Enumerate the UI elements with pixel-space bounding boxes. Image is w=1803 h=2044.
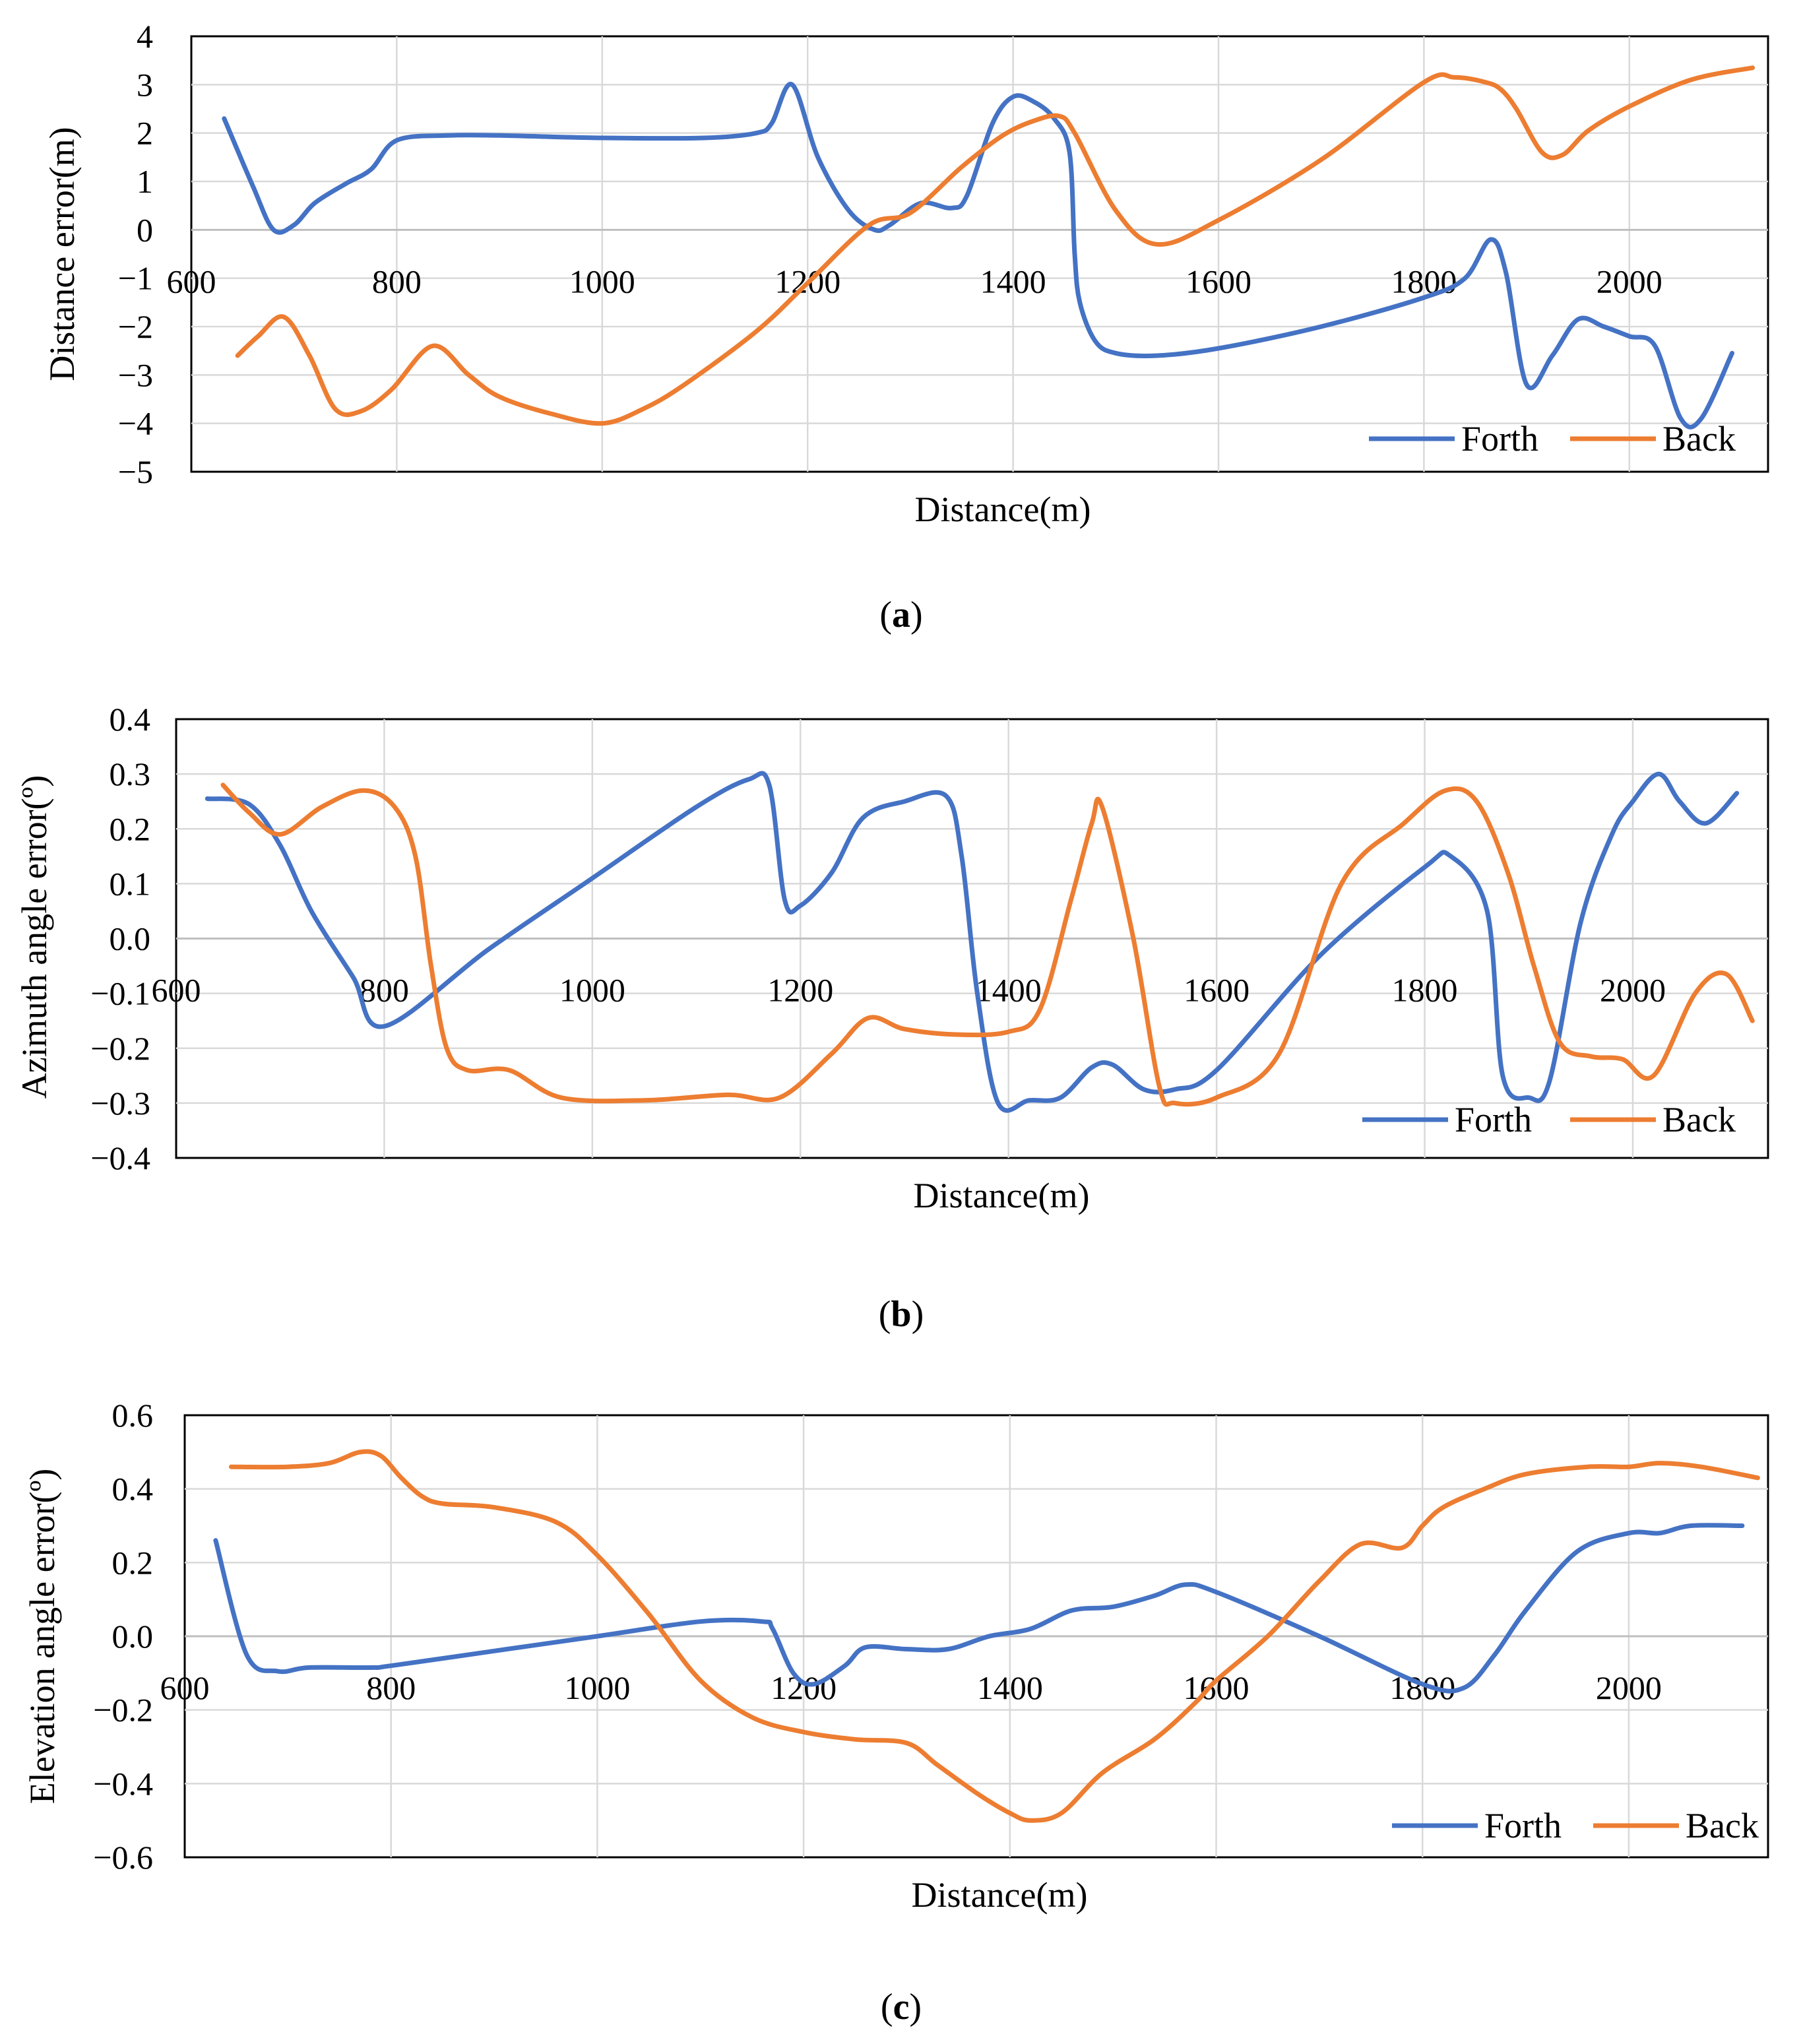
legend: Forth Back [1369,419,1736,459]
series-line-forth [222,82,1734,430]
plot-frame [190,35,1769,473]
legend-label-forth: Forth [1461,419,1538,459]
x-axis-title: Distance(m) [912,1875,1088,1915]
x-axis-title: Distance(m) [915,490,1091,529]
y-tick-label: 0.4 [112,1471,154,1508]
x-tick-label: 1600 [1184,972,1249,1009]
y-tick-label: −1 [118,260,153,297]
y-tick-label: −0.6 [93,1839,153,1876]
panel-b-azimuth-error-chart: −0.4 −0.3 −0.2 −0.1 0.0 0.1 0.2 0.3 0.4 600 800 10… [15,701,1769,1335]
x-tick-label: 1400 [976,972,1042,1009]
y-tick-label: 0.4 [110,701,151,738]
x-tick-label: 600 [160,1669,210,1706]
y-axis-title: Distance error(m) [42,127,82,381]
legend-label-forth: Forth [1455,1100,1532,1139]
x-tick-label: 1600 [1184,1669,1249,1706]
y-tick-label: −2 [118,308,153,345]
x-tick-label: 600 [152,972,201,1009]
y-tick-label: 0.0 [110,920,151,957]
x-tick-labels: 600 800 1000 1200 1400 1600 1800 2000 [160,1669,1662,1706]
y-axis-title: Elevation angle error(º) [22,1469,62,1804]
y-tick-label: −0.4 [90,1139,150,1176]
y-tick-label: 1 [137,163,153,200]
x-tick-label: 800 [366,1669,416,1706]
y-tick-labels: −5 −4 −3 −2 −1 0 1 2 3 4 [118,18,153,490]
y-tick-label: −3 [118,356,153,393]
y-tick-label: 0.1 [110,865,151,902]
x-tick-label: 1000 [569,263,635,300]
x-tick-label: 2000 [1596,1669,1662,1706]
y-tick-labels: −0.6 −0.4 −0.2 0.0 0.2 0.4 0.6 [93,1397,153,1876]
x-tick-label: 600 [167,263,216,300]
x-tick-label: 1400 [980,263,1046,300]
y-tick-label: 3 [137,66,153,103]
panel-label-a: (a) [879,594,922,635]
y-axis-title: Azimuth angle error(º) [15,775,54,1099]
x-tick-label: 1000 [564,1669,630,1706]
x-tick-label: 1800 [1391,263,1457,300]
legend-label-back: Back [1662,1100,1736,1139]
x-tick-label: 2000 [1597,263,1662,300]
series-lines [213,1449,1760,1823]
legend-label-forth: Forth [1484,1806,1562,1845]
legend: Forth Back [1392,1806,1759,1845]
y-tick-label: 4 [137,18,153,55]
y-tick-label: 0.6 [112,1397,154,1434]
y-tick-label: −5 [118,453,153,490]
y-tick-label: −0.1 [90,975,150,1012]
y-tick-label: 0 [137,211,153,248]
x-tick-label: 1400 [977,1669,1043,1706]
legend-label-back: Back [1686,1806,1759,1845]
series-line-back [228,1449,1760,1823]
x-tick-label: 1000 [559,972,625,1009]
series-line-forth [205,771,1740,1113]
x-tick-label: 1200 [767,972,833,1009]
panel-label-b: (b) [879,1294,924,1335]
x-tick-label: 2000 [1600,972,1666,1009]
y-tick-labels: −0.4 −0.3 −0.2 −0.1 0.0 0.1 0.2 0.3 0.4 [90,701,150,1176]
y-tick-label: −0.2 [90,1030,150,1067]
series-line-back [235,65,1756,426]
y-tick-label: 2 [137,115,153,152]
x-tick-label: 800 [360,972,409,1009]
series-lines [205,771,1755,1113]
y-tick-label: −4 [118,405,153,442]
y-tick-label: 0.0 [112,1618,154,1655]
x-tick-label: 1800 [1392,972,1458,1009]
legend: Forth Back [1362,1100,1736,1139]
panel-label-c: (c) [881,1987,922,2028]
x-axis-title: Distance(m) [914,1176,1090,1215]
legend-label-back: Back [1662,419,1736,459]
x-tick-labels: 600 800 1000 1200 1400 1600 1800 2000 [152,972,1666,1009]
x-tick-label: 1600 [1186,263,1251,300]
x-tick-labels: 600 800 1000 1200 1400 1600 1800 2000 [167,263,1662,300]
y-tick-label: 0.2 [112,1544,154,1581]
y-tick-label: −0.4 [93,1765,153,1802]
y-tick-label: 0.2 [110,810,151,847]
y-tick-label: −0.2 [93,1692,153,1729]
series-line-back [220,782,1755,1107]
x-tick-label: 1200 [771,1669,837,1706]
y-tick-label: 0.3 [110,755,151,792]
panel-c-elevation-error-chart: −0.6 −0.4 −0.2 0.0 0.2 0.4 0.6 600 800 1000 1200 1… [22,1397,1769,2028]
y-tick-label: −0.3 [90,1085,150,1122]
x-tick-label: 800 [372,263,422,300]
series-lines [222,65,1756,430]
series-line-forth [213,1523,1745,1694]
